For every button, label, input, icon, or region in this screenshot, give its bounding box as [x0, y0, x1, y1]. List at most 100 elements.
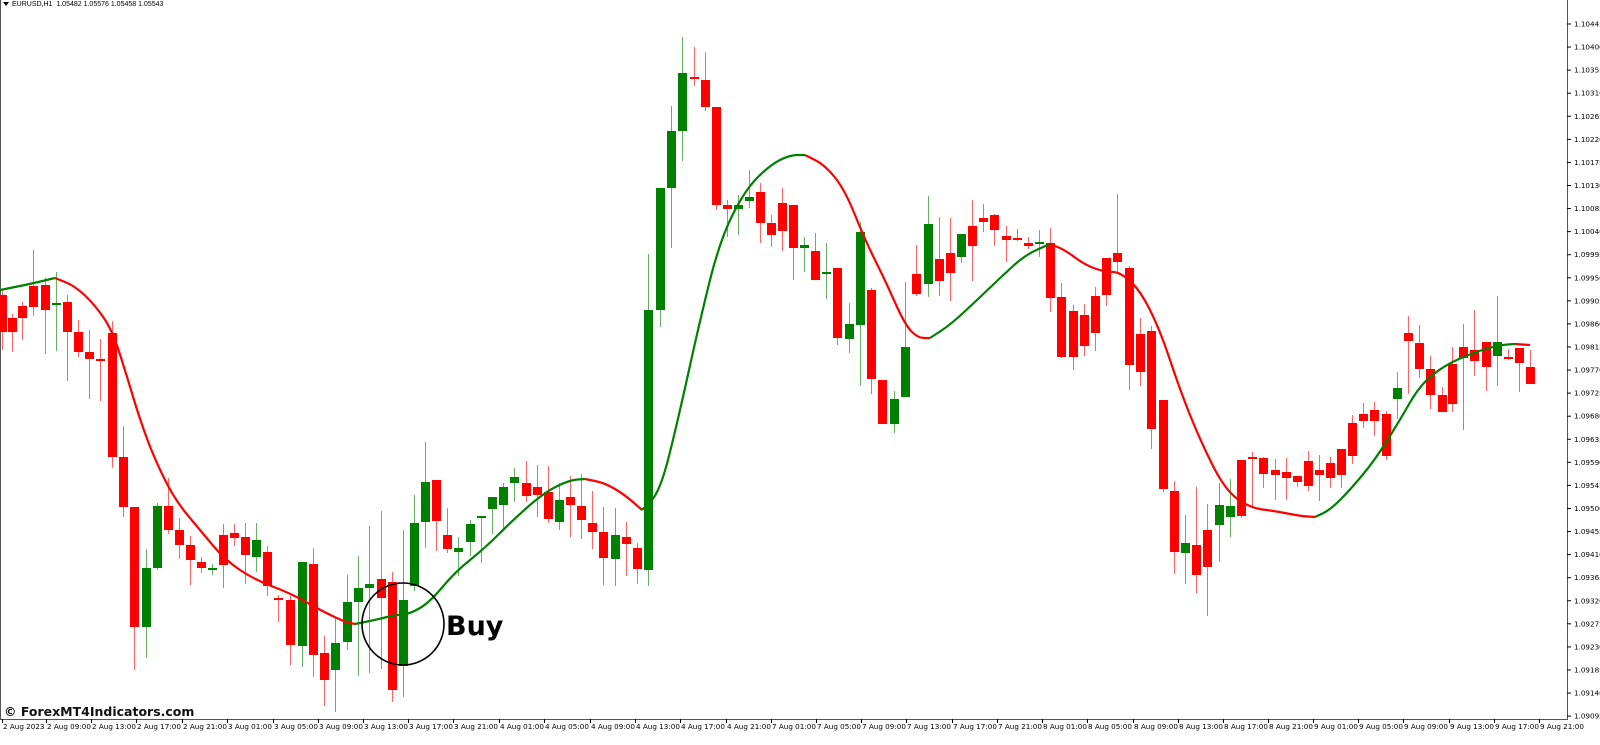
time-tick-label: 9 Aug 05:00	[1359, 722, 1403, 731]
bear-candle	[690, 47, 699, 86]
bear-candle	[1282, 458, 1291, 500]
bear-candle	[197, 557, 206, 573]
bear-candle	[599, 507, 608, 585]
time-tick-label: 8 Aug 21:00	[1269, 722, 1313, 731]
bear-candle	[309, 548, 318, 677]
bear-candle	[1024, 237, 1033, 249]
price-tick-label: 1.09905	[1574, 296, 1600, 305]
bear-candle	[443, 508, 452, 553]
price-tick-label: 1.09635	[1574, 435, 1600, 444]
ma-segment-bull	[1314, 342, 1516, 518]
time-tick-label: 7 Aug 01:00	[772, 722, 816, 731]
bear-candle	[968, 200, 977, 281]
time-tick-label: 3 Aug 21:00	[454, 722, 498, 731]
time-tick-label: 4 Aug 09:00	[591, 722, 635, 731]
price-tick-label: 1.10220	[1574, 135, 1600, 144]
price-tick-label: 1.09680	[1574, 412, 1600, 421]
bear-candle	[1159, 400, 1168, 492]
bear-candle	[1259, 457, 1268, 488]
time-tick-label: 9 Aug 17:00	[1495, 722, 1539, 731]
time-axis[interactable]: 2 Aug 2023 2 Aug 09:00 2 Aug 13:00 2 Aug 17…	[2, 719, 1585, 731]
bear-candle	[833, 268, 842, 345]
time-tick-label: 8 Aug 13:00	[1179, 722, 1223, 731]
price-tick-label: 1.09320	[1574, 596, 1600, 605]
bull-candle	[957, 234, 966, 263]
bear-candle	[1348, 415, 1357, 464]
price-tick-label: 1.10265	[1574, 112, 1600, 121]
bull-candle	[52, 272, 61, 351]
bear-candle	[1102, 258, 1111, 306]
time-tick-label: 7 Aug 05:00	[817, 722, 861, 731]
time-tick-label: 3 Aug 17:00	[409, 722, 453, 731]
bull-candle	[745, 170, 754, 208]
bear-candle	[388, 572, 397, 702]
bear-candle	[1526, 350, 1535, 384]
bear-candle	[912, 245, 921, 296]
price-tick-label: 1.09545	[1574, 481, 1600, 490]
bear-candle	[1404, 316, 1413, 394]
time-tick-label: 9 Aug 09:00	[1404, 722, 1448, 731]
bear-candle	[1080, 304, 1089, 356]
dropdown-triangle-icon[interactable]	[3, 2, 9, 7]
candlestick-series	[0, 37, 1535, 712]
bear-candle	[274, 595, 283, 622]
ma-segment-bull	[929, 242, 1051, 339]
bear-candle	[1113, 194, 1122, 272]
bear-candle	[633, 543, 642, 584]
price-tick-label: 1.10085	[1574, 204, 1600, 213]
bull-candle	[656, 188, 665, 327]
bear-candle	[544, 466, 553, 523]
ma-segment-bear	[584, 477, 643, 511]
price-tick-label: 1.09770	[1574, 366, 1600, 375]
bear-candle	[74, 320, 83, 357]
bear-candle	[533, 465, 542, 517]
price-tick-label: 1.09095	[1574, 712, 1600, 721]
bull-candle	[466, 520, 475, 556]
bear-candle	[1147, 326, 1156, 449]
time-tick-label: 2 Aug 21:00	[183, 722, 227, 731]
bull-candle	[1181, 515, 1190, 584]
ohlc-values: 1.05482 1.05576 1.05458 1.05543	[56, 1, 164, 8]
bear-candle	[1382, 411, 1391, 460]
bull-candle	[890, 391, 899, 433]
bear-candle	[1057, 283, 1066, 358]
bull-candle	[678, 37, 687, 161]
price-tick-label: 1.10175	[1574, 158, 1600, 167]
bull-candle	[1215, 483, 1224, 562]
bull-candle	[298, 562, 307, 667]
bear-candle	[1470, 310, 1479, 376]
price-tick-label: 1.10040	[1574, 227, 1600, 236]
bull-candle	[252, 523, 261, 572]
bear-candle	[1515, 348, 1524, 392]
bull-candle	[153, 503, 162, 570]
bear-candle	[979, 204, 988, 232]
bear-candle	[1002, 226, 1011, 262]
bear-candle	[230, 524, 239, 546]
buy-signal-circle	[361, 582, 445, 666]
bear-candle	[1203, 504, 1212, 616]
time-tick-label: 7 Aug 17:00	[953, 722, 997, 731]
bull-candle	[421, 442, 430, 548]
bull-candle	[354, 556, 363, 676]
moving-average-line	[0, 153, 1531, 626]
watermark: © ForexMT4Indicators.com	[4, 704, 195, 719]
price-tick-label: 1.09995	[1574, 250, 1600, 259]
bear-candle	[789, 205, 798, 280]
bear-candle	[1293, 476, 1302, 487]
bear-candle	[186, 536, 195, 585]
bear-candle	[1426, 356, 1435, 409]
time-tick-label: 7 Aug 09:00	[862, 722, 906, 731]
price-axis[interactable]: 1.10445 1.10400 1.10355 1.10310 1.10265 1.102…	[1567, 20, 1600, 721]
bull-candle	[901, 282, 910, 397]
symbol-header[interactable]: EURUSD,H1 1.05482 1.05576 1.05458 1.0554…	[3, 1, 163, 8]
time-tick-label: 9 Aug 21:00	[1540, 722, 1584, 731]
price-tick-label: 1.09455	[1574, 527, 1600, 536]
bear-candle	[1337, 449, 1346, 488]
price-tick-label: 1.09815	[1574, 342, 1600, 351]
bull-candle	[510, 468, 519, 502]
ma-segment-bear	[804, 154, 930, 340]
bear-candle	[1459, 324, 1468, 430]
bull-candle	[1226, 479, 1235, 537]
